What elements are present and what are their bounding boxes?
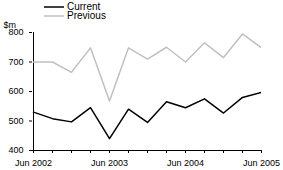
- html-text:Previous: Previous: [67, 10, 106, 21]
- svg-text:$m: $m: [4, 20, 17, 30]
- svg-text:Jun 2005: Jun 2005: [243, 158, 280, 168]
- svg-text:500: 500: [8, 116, 23, 126]
- svg-text:Jun 2004: Jun 2004: [167, 158, 204, 168]
- html-text:Current: Current: [67, 1, 101, 12]
- svg-text:700: 700: [8, 57, 23, 67]
- svg-text:800: 800: [8, 27, 24, 38]
- svg-text:Jun 2003: Jun 2003: [91, 158, 128, 168]
- svg-text:400: 400: [8, 145, 23, 155]
- svg-text:Jun 2002: Jun 2002: [15, 158, 52, 168]
- svg-text:600: 600: [8, 86, 23, 96]
